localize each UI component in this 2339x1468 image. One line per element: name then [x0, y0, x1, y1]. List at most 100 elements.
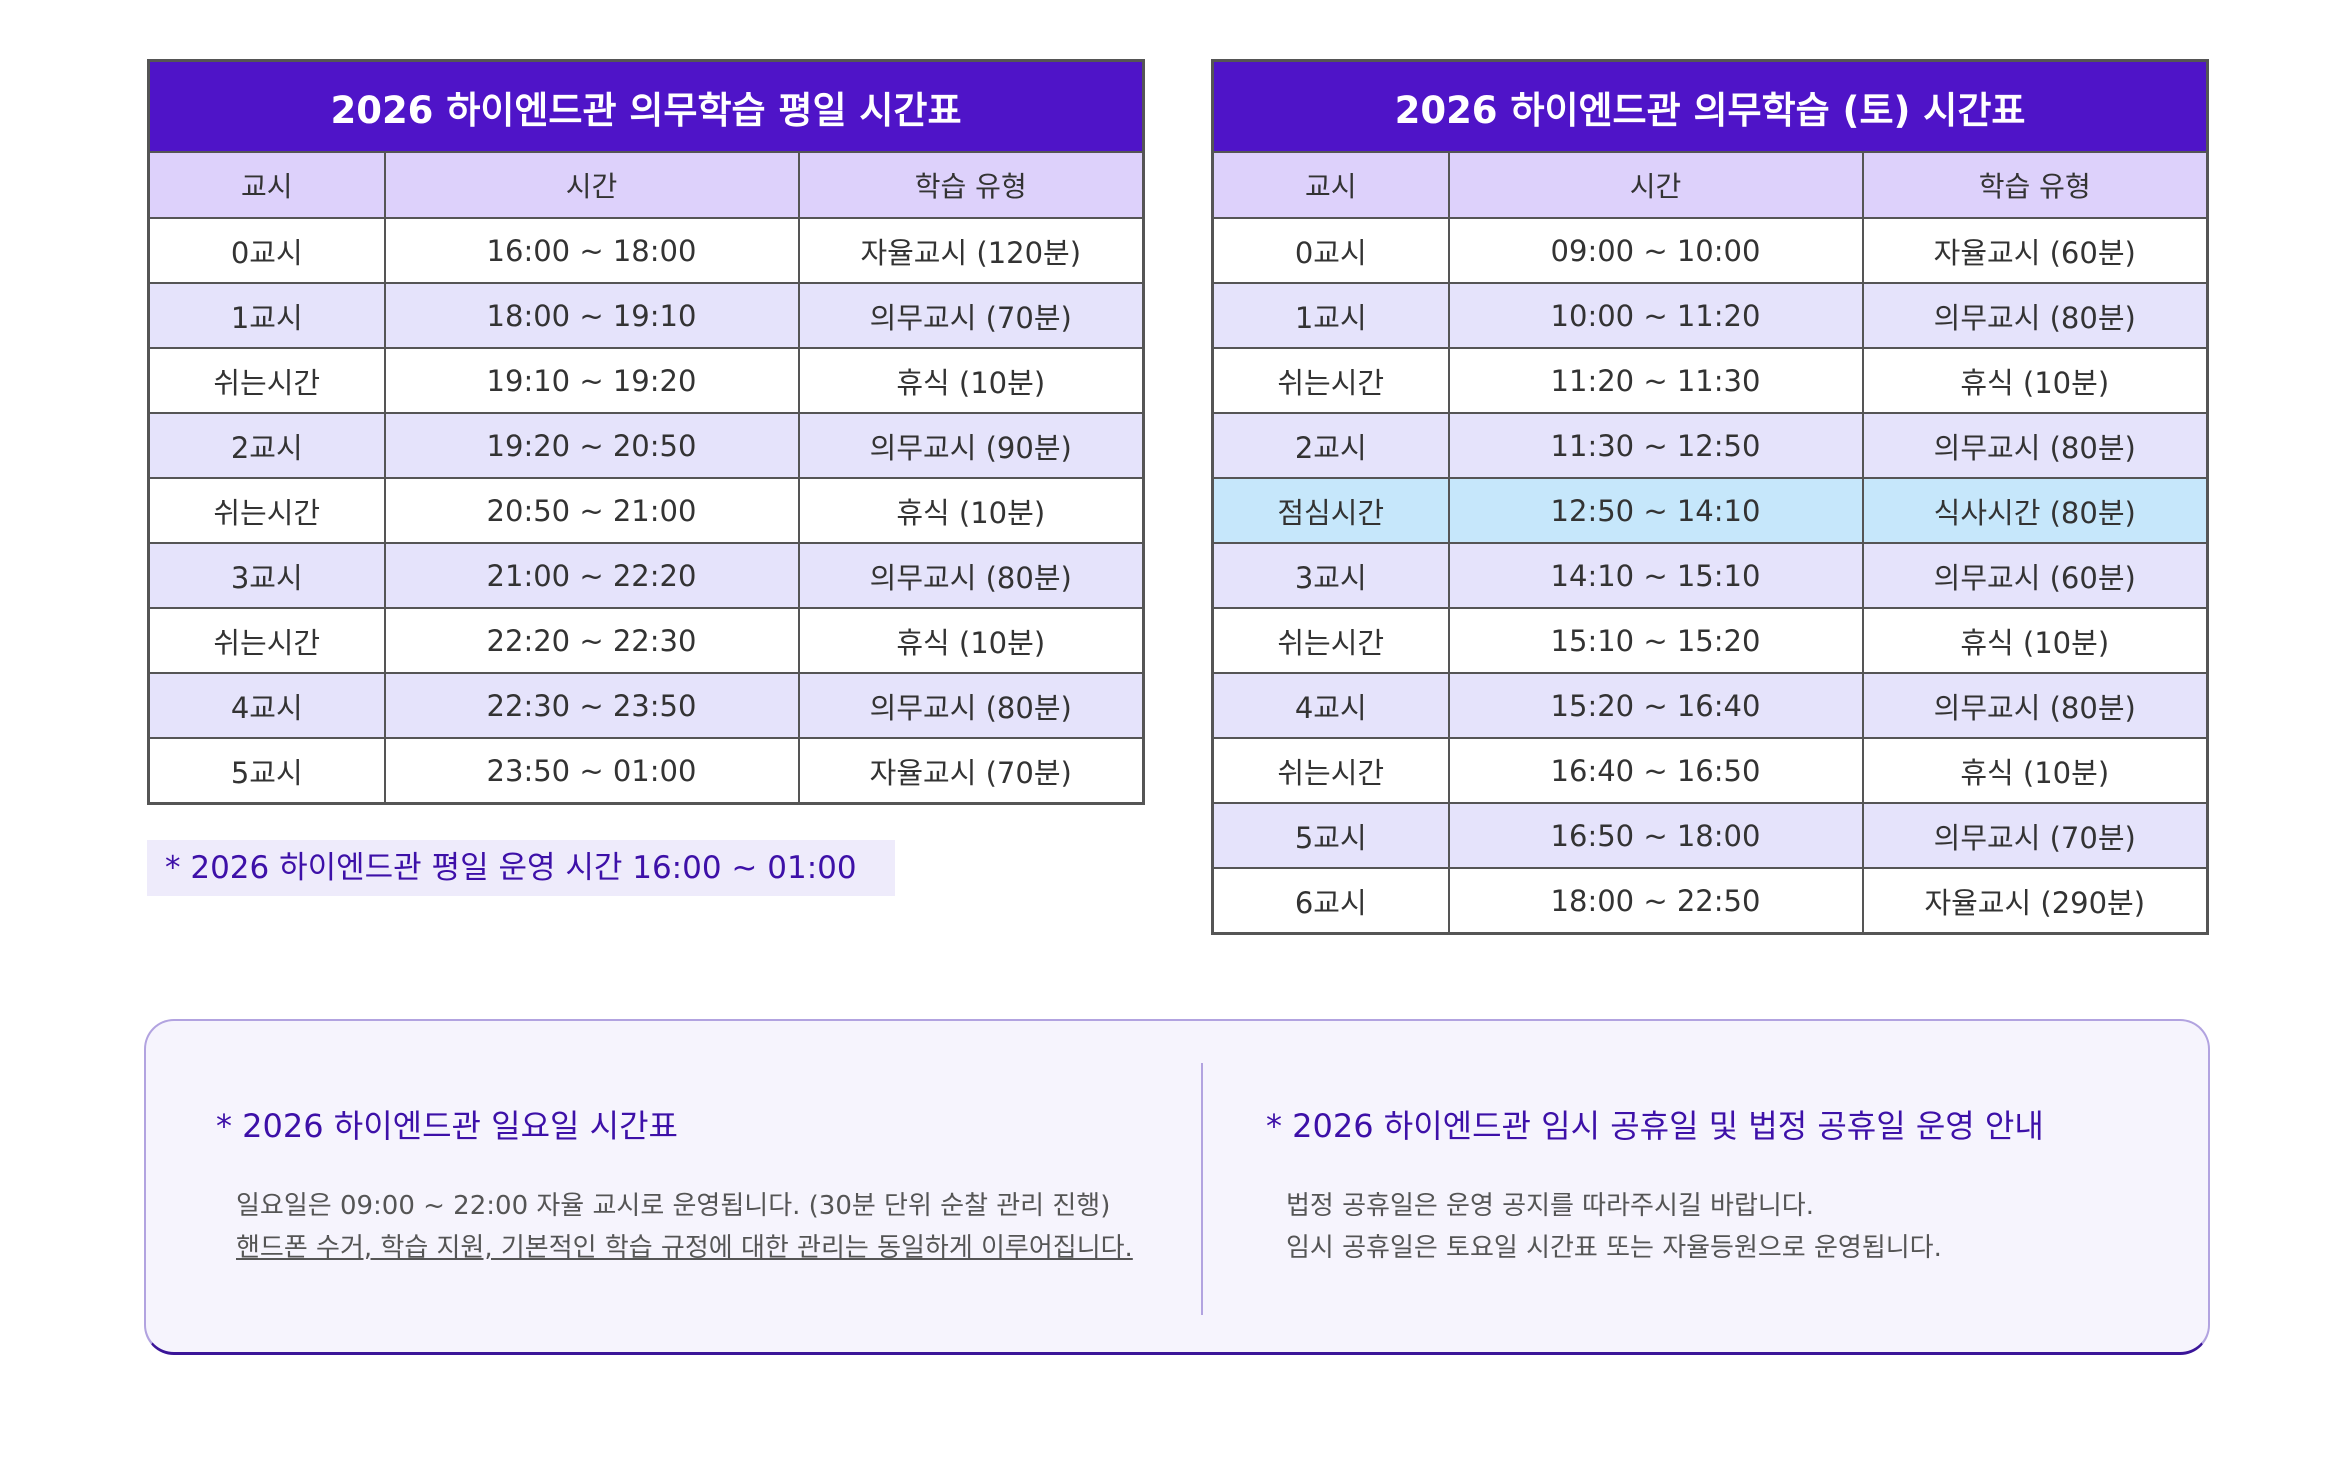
- operation-info-box: * 2026 하이엔드관 일요일 시간표 일요일은 09:00 ~ 22:00 …: [144, 1019, 2210, 1355]
- table-row: 쉬는시간 11:20 ~ 11:30 휴식 (10분): [1211, 347, 2209, 414]
- type-cell: 휴식 (10분): [1861, 347, 2209, 414]
- table-row: 쉬는시간 15:10 ~ 15:20 휴식 (10분): [1211, 607, 2209, 674]
- time-cell: 11:20 ~ 11:30: [1447, 347, 1864, 414]
- weekday-timetable: 2026 하이엔드관 의무학습 평일 시간표 교시 시간 학습 유형 0교시 1…: [147, 59, 1145, 805]
- time-cell: 15:10 ~ 15:20: [1447, 607, 1864, 674]
- period-cell: 3교시: [147, 542, 386, 609]
- period-cell: 쉬는시간: [147, 607, 386, 674]
- holiday-info-line: 법정 공휴일은 운영 공지를 따라주시길 바랍니다.: [1286, 1191, 1814, 1221]
- type-cell: 의무교시 (70분): [797, 282, 1145, 349]
- time-cell: 19:10 ~ 19:20: [383, 347, 800, 414]
- type-cell: 자율교시 (120분): [797, 217, 1145, 284]
- period-cell: 1교시: [1211, 282, 1450, 349]
- time-cell: 22:30 ~ 23:50: [383, 672, 800, 739]
- time-cell: 16:50 ~ 18:00: [1447, 802, 1864, 869]
- period-cell: 1교시: [147, 282, 386, 349]
- period-cell: 0교시: [147, 217, 386, 284]
- weekday-title: 2026 하이엔드관 의무학습 평일 시간표: [147, 59, 1145, 153]
- time-cell: 21:00 ~ 22:20: [383, 542, 800, 609]
- holiday-info-title: * 2026 하이엔드관 임시 공휴일 및 법정 공휴일 운영 안내: [1266, 1107, 2044, 1145]
- weekday-header-type: 학습 유형: [797, 151, 1145, 219]
- table-row: 5교시 16:50 ~ 18:00 의무교시 (70분): [1211, 802, 2209, 869]
- time-cell: 10:00 ~ 11:20: [1447, 282, 1864, 349]
- table-row: 4교시 22:30 ~ 23:50 의무교시 (80분): [147, 672, 1145, 739]
- period-cell: 쉬는시간: [1211, 607, 1450, 674]
- type-cell: 의무교시 (80분): [1861, 412, 2209, 479]
- time-cell: 22:20 ~ 22:30: [383, 607, 800, 674]
- time-cell: 15:20 ~ 16:40: [1447, 672, 1864, 739]
- type-cell: 의무교시 (60분): [1861, 542, 2209, 609]
- time-cell: 16:40 ~ 16:50: [1447, 737, 1864, 804]
- type-cell: 의무교시 (80분): [1861, 282, 2209, 349]
- period-cell: 4교시: [147, 672, 386, 739]
- period-cell: 2교시: [1211, 412, 1450, 479]
- weekday-header-period: 교시: [147, 151, 386, 219]
- period-cell: 쉬는시간: [147, 477, 386, 544]
- period-cell: 5교시: [1211, 802, 1450, 869]
- type-cell: 자율교시 (70분): [797, 737, 1145, 805]
- period-cell: 3교시: [1211, 542, 1450, 609]
- type-cell: 식사시간 (80분): [1861, 477, 2209, 544]
- time-cell: 16:00 ~ 18:00: [383, 217, 800, 284]
- sunday-info: * 2026 하이엔드관 일요일 시간표 일요일은 09:00 ~ 22:00 …: [216, 1101, 1133, 1275]
- table-row: 0교시 16:00 ~ 18:00 자율교시 (120분): [147, 217, 1145, 284]
- time-cell: 19:20 ~ 20:50: [383, 412, 800, 479]
- type-cell: 의무교시 (70분): [1861, 802, 2209, 869]
- type-cell: 휴식 (10분): [1861, 737, 2209, 804]
- time-cell: 20:50 ~ 21:00: [383, 477, 800, 544]
- table-row: 0교시 09:00 ~ 10:00 자율교시 (60분): [1211, 217, 2209, 284]
- holiday-info: * 2026 하이엔드관 임시 공휴일 및 법정 공휴일 운영 안내 법정 공휴…: [1266, 1101, 2044, 1275]
- table-row: 2교시 11:30 ~ 12:50 의무교시 (80분): [1211, 412, 2209, 479]
- time-cell: 18:00 ~ 19:10: [383, 282, 800, 349]
- type-cell: 의무교시 (80분): [797, 672, 1145, 739]
- weekday-hours-note: * 2026 하이엔드관 평일 운영 시간 16:00 ~ 01:00: [147, 840, 895, 896]
- type-cell: 의무교시 (80분): [1861, 672, 2209, 739]
- info-divider: [1201, 1063, 1203, 1315]
- time-cell: 14:10 ~ 15:10: [1447, 542, 1864, 609]
- period-cell: 점심시간: [1211, 477, 1450, 544]
- type-cell: 자율교시 (290분): [1861, 867, 2209, 935]
- period-cell: 2교시: [147, 412, 386, 479]
- type-cell: 휴식 (10분): [797, 607, 1145, 674]
- period-cell: 쉬는시간: [1211, 737, 1450, 804]
- table-row: 3교시 21:00 ~ 22:20 의무교시 (80분): [147, 542, 1145, 609]
- saturday-header-type: 학습 유형: [1861, 151, 2209, 219]
- sunday-info-title: * 2026 하이엔드관 일요일 시간표: [216, 1107, 678, 1145]
- type-cell: 휴식 (10분): [797, 347, 1145, 414]
- sunday-info-line: 일요일은 09:00 ~ 22:00 자율 교시로 운영됩니다. (30분 단위…: [236, 1191, 1111, 1221]
- period-cell: 쉬는시간: [1211, 347, 1450, 414]
- period-cell: 0교시: [1211, 217, 1450, 284]
- saturday-title: 2026 하이엔드관 의무학습 (토) 시간표: [1211, 59, 2209, 153]
- time-cell: 09:00 ~ 10:00: [1447, 217, 1864, 284]
- type-cell: 의무교시 (90분): [797, 412, 1145, 479]
- time-cell: 12:50 ~ 14:10: [1447, 477, 1864, 544]
- weekday-header-time: 시간: [383, 151, 800, 219]
- period-cell: 쉬는시간: [147, 347, 386, 414]
- table-row: 4교시 15:20 ~ 16:40 의무교시 (80분): [1211, 672, 2209, 739]
- table-row: 5교시 23:50 ~ 01:00 자율교시 (70분): [147, 737, 1145, 805]
- time-cell: 23:50 ~ 01:00: [383, 737, 800, 805]
- table-row: 1교시 10:00 ~ 11:20 의무교시 (80분): [1211, 282, 2209, 349]
- table-row: 쉬는시간 20:50 ~ 21:00 휴식 (10분): [147, 477, 1145, 544]
- holiday-info-line: 임시 공휴일은 토요일 시간표 또는 자율등원으로 운영됩니다.: [1286, 1233, 1942, 1263]
- type-cell: 휴식 (10분): [797, 477, 1145, 544]
- saturday-header-time: 시간: [1447, 151, 1864, 219]
- table-row-lunch: 점심시간 12:50 ~ 14:10 식사시간 (80분): [1211, 477, 2209, 544]
- table-row: 2교시 19:20 ~ 20:50 의무교시 (90분): [147, 412, 1145, 479]
- period-cell: 6교시: [1211, 867, 1450, 935]
- table-row: 6교시 18:00 ~ 22:50 자율교시 (290분): [1211, 867, 2209, 935]
- saturday-timetable: 2026 하이엔드관 의무학습 (토) 시간표 교시 시간 학습 유형 0교시 …: [1211, 59, 2209, 935]
- time-cell: 18:00 ~ 22:50: [1447, 867, 1864, 935]
- table-row: 쉬는시간 19:10 ~ 19:20 휴식 (10분): [147, 347, 1145, 414]
- saturday-header-period: 교시: [1211, 151, 1450, 219]
- sunday-info-line-underlined: 핸드폰 수거, 학습 지원, 기본적인 학습 규정에 대한 관리는 동일하게 이…: [236, 1233, 1133, 1263]
- period-cell: 5교시: [147, 737, 386, 805]
- time-cell: 11:30 ~ 12:50: [1447, 412, 1864, 479]
- table-row: 쉬는시간 16:40 ~ 16:50 휴식 (10분): [1211, 737, 2209, 804]
- table-row: 1교시 18:00 ~ 19:10 의무교시 (70분): [147, 282, 1145, 349]
- period-cell: 4교시: [1211, 672, 1450, 739]
- table-row: 쉬는시간 22:20 ~ 22:30 휴식 (10분): [147, 607, 1145, 674]
- table-row: 3교시 14:10 ~ 15:10 의무교시 (60분): [1211, 542, 2209, 609]
- type-cell: 자율교시 (60분): [1861, 217, 2209, 284]
- type-cell: 의무교시 (80분): [797, 542, 1145, 609]
